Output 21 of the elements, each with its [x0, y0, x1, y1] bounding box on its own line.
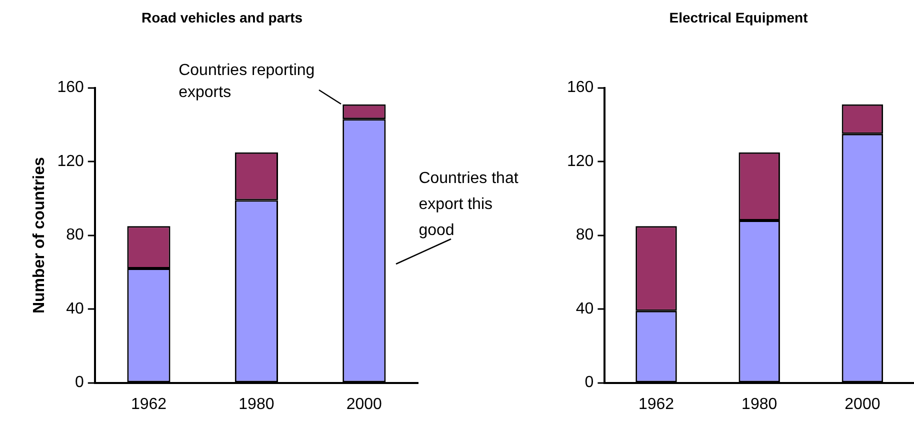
- x-tick-label: 1980: [742, 396, 778, 413]
- y-tick-label: 40: [66, 300, 84, 318]
- y-axis-title: Number of countries: [31, 156, 48, 314]
- x-tick-label: 1980: [238, 396, 274, 413]
- x-tick-label: 1962: [130, 396, 167, 413]
- y-tick-label: 80: [576, 226, 594, 244]
- x-tick-label: 2000: [346, 396, 382, 413]
- y-tick-label: 160: [57, 79, 84, 96]
- y-tick-label: 40: [576, 300, 594, 318]
- text: Countries that export this good: [418, 168, 519, 241]
- chart-title: Road vehicles and parts: [141, 9, 303, 26]
- y-tick-label: 120: [57, 152, 84, 170]
- x-tick-label: 1962: [638, 396, 674, 413]
- y-tick-label: 0: [74, 374, 84, 392]
- y-tick-label: 0: [584, 374, 594, 392]
- y-tick-label: 120: [566, 152, 594, 170]
- y-tick-label: 160: [566, 79, 594, 96]
- y-tick-label: 80: [66, 226, 84, 244]
- x-tick-label: 2000: [844, 396, 880, 413]
- series-label: Countries reporting exports: [178, 61, 316, 104]
- chart-title: Electrical Equipment: [669, 9, 808, 26]
